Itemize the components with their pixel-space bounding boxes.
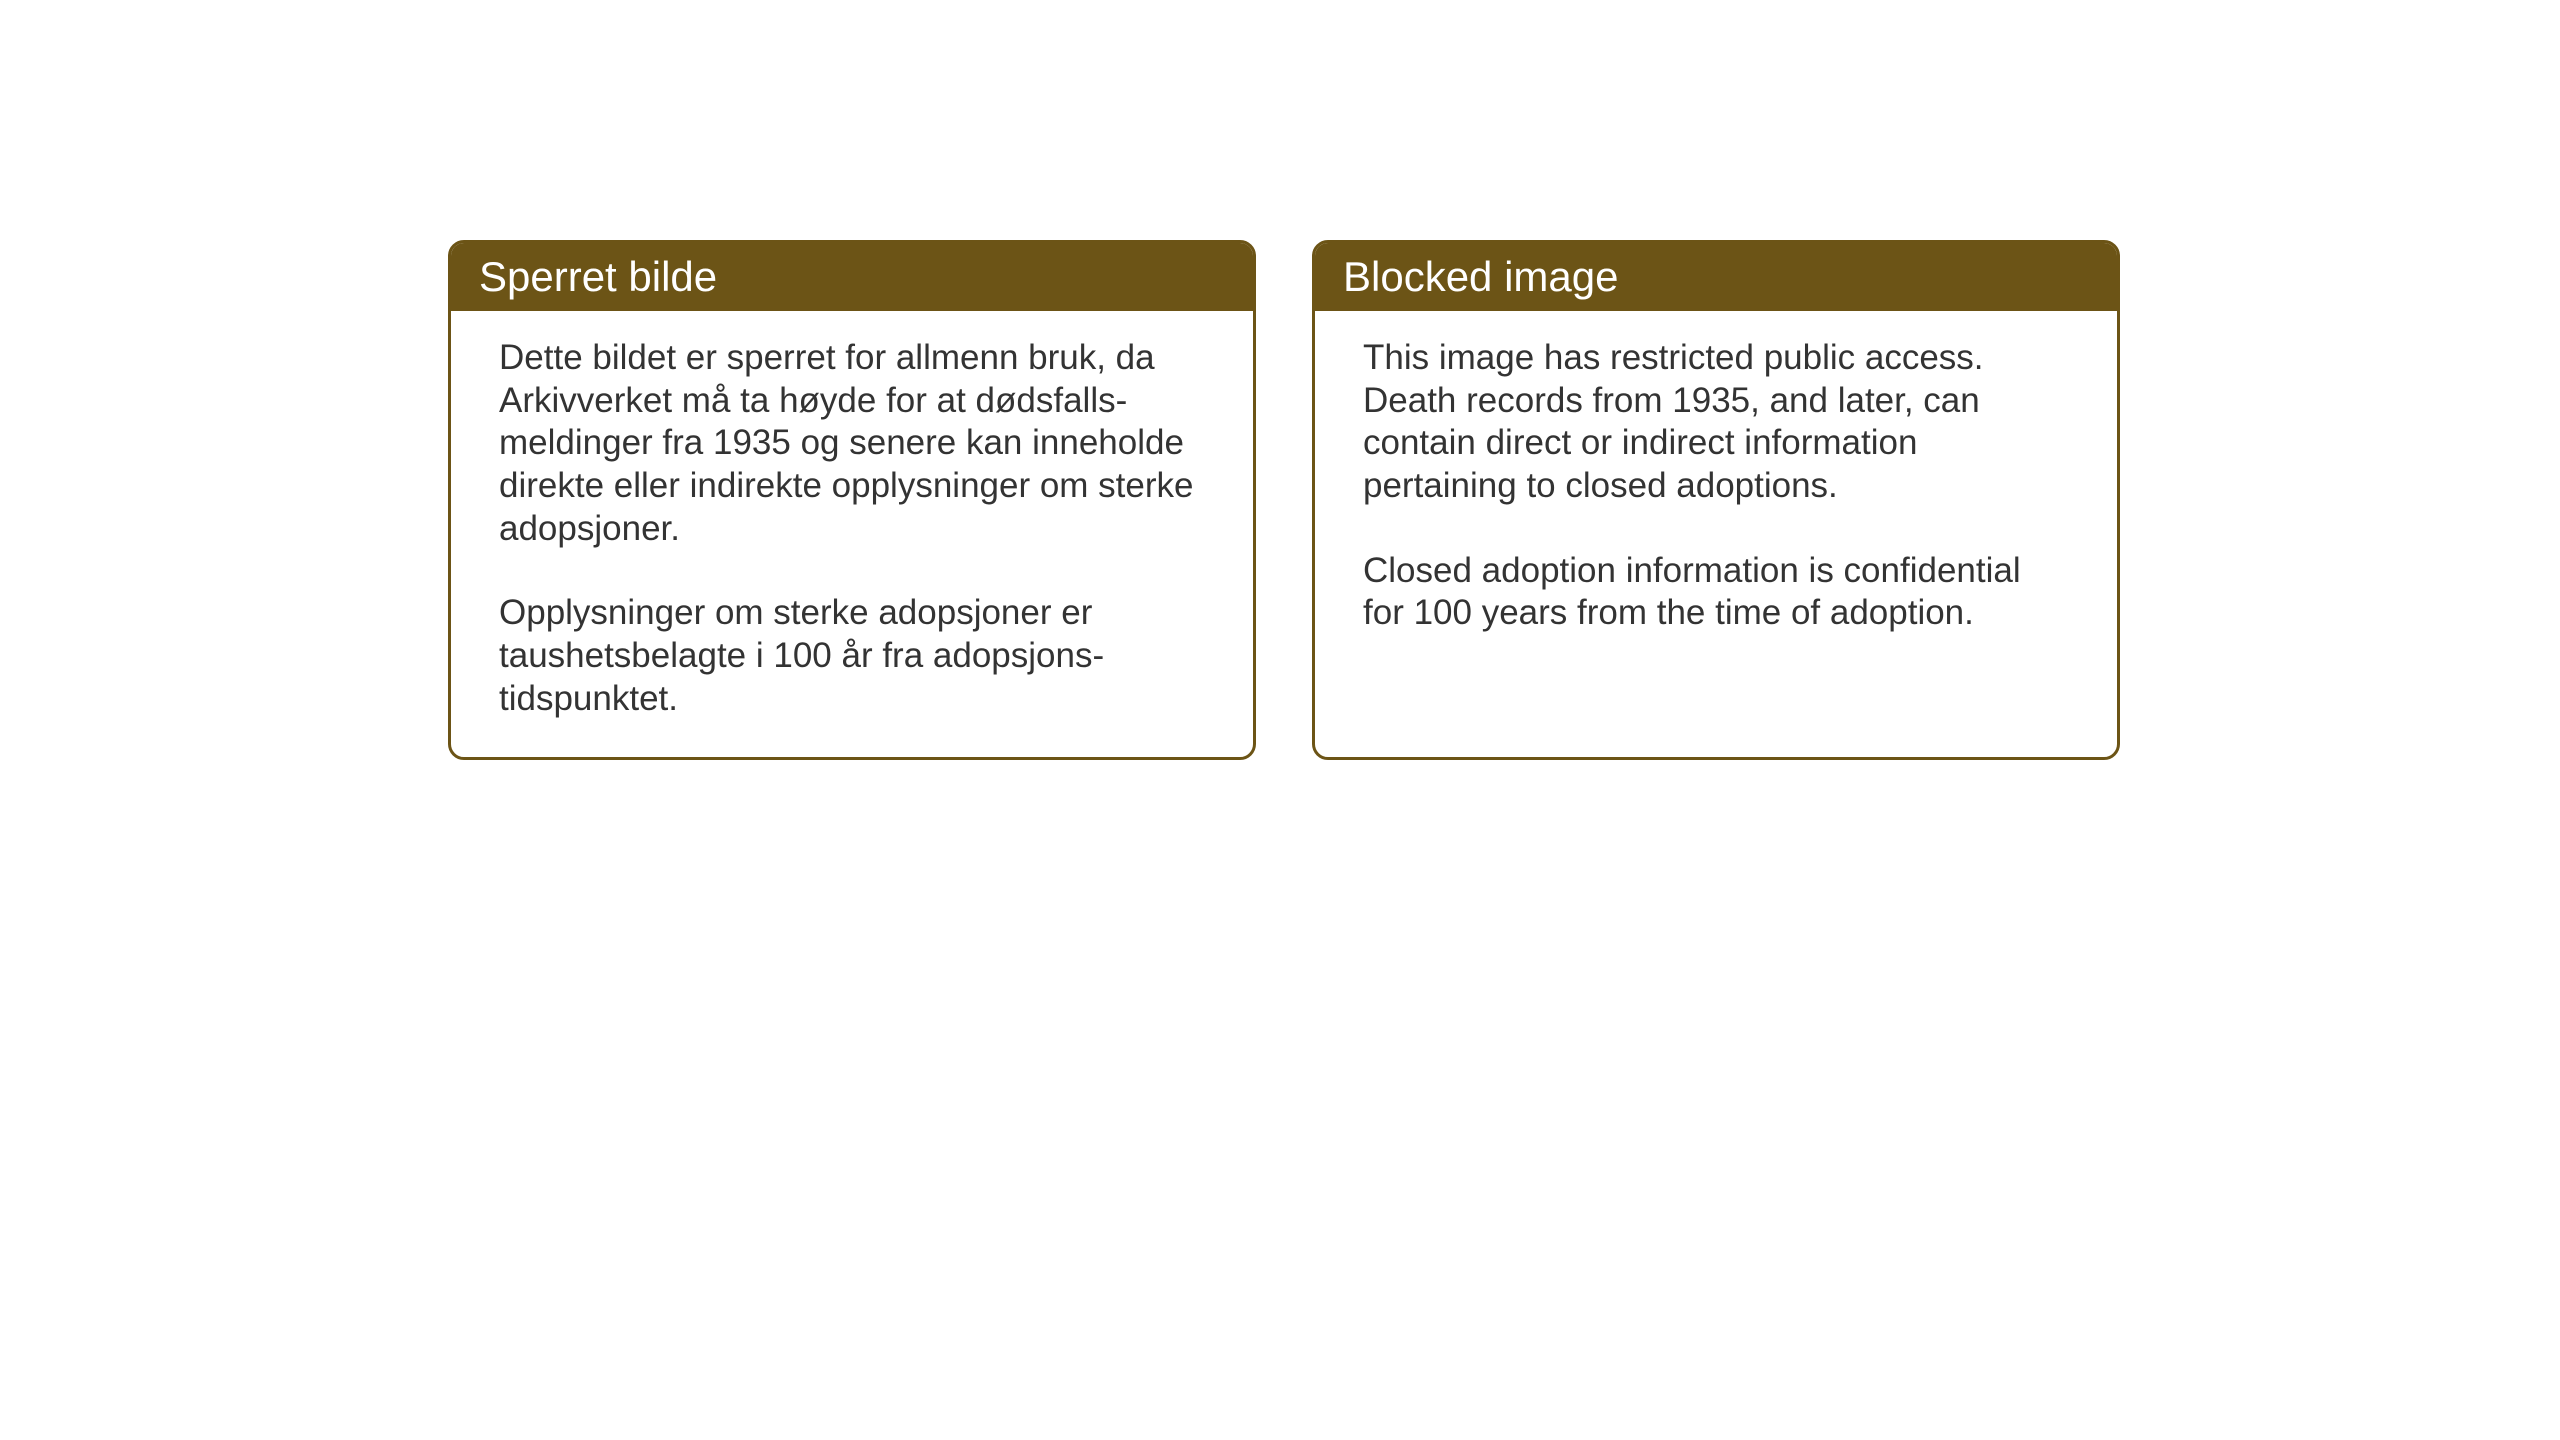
paragraph-norwegian-1: Dette bildet er sperret for allmenn bruk… bbox=[499, 337, 1205, 550]
notice-card-norwegian: Sperret bilde Dette bildet er sperret fo… bbox=[448, 240, 1256, 760]
paragraph-english-1: This image has restricted public access.… bbox=[1363, 337, 2069, 508]
card-title-norwegian: Sperret bilde bbox=[479, 253, 717, 300]
paragraph-norwegian-2: Opplysninger om sterke adopsjoner er tau… bbox=[499, 592, 1205, 720]
notice-container: Sperret bilde Dette bildet er sperret fo… bbox=[448, 240, 2120, 760]
card-header-norwegian: Sperret bilde bbox=[451, 243, 1253, 311]
card-body-english: This image has restricted public access.… bbox=[1315, 311, 2117, 671]
card-body-norwegian: Dette bildet er sperret for allmenn bruk… bbox=[451, 311, 1253, 757]
paragraph-english-2: Closed adoption information is confident… bbox=[1363, 550, 2069, 635]
card-header-english: Blocked image bbox=[1315, 243, 2117, 311]
notice-card-english: Blocked image This image has restricted … bbox=[1312, 240, 2120, 760]
card-title-english: Blocked image bbox=[1343, 253, 1618, 300]
